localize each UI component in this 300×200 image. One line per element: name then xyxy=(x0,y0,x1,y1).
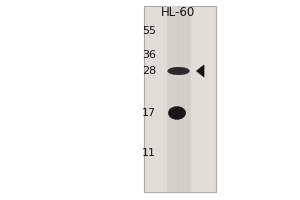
FancyBboxPatch shape xyxy=(167,6,191,192)
Text: 55: 55 xyxy=(142,26,156,36)
Text: 11: 11 xyxy=(142,148,156,158)
Ellipse shape xyxy=(168,67,189,75)
Text: 28: 28 xyxy=(142,66,156,76)
Polygon shape xyxy=(196,65,204,77)
Text: 17: 17 xyxy=(142,108,156,118)
Text: 36: 36 xyxy=(142,50,156,60)
Text: HL-60: HL-60 xyxy=(161,6,196,20)
Ellipse shape xyxy=(168,106,186,119)
FancyBboxPatch shape xyxy=(144,6,216,192)
